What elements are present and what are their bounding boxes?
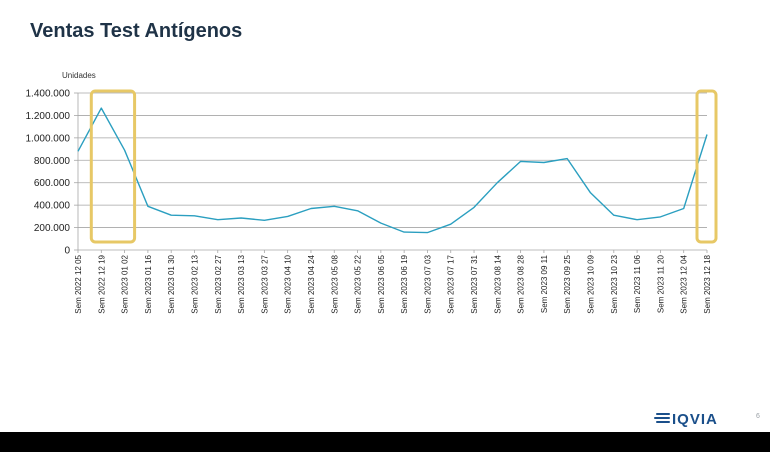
iqvia-logo-text: IQVIA [672,411,718,428]
x-tick-label: Sem 2023 11 06 [633,254,642,313]
x-tick-label: Sem 2022 12 05 [74,254,83,313]
slide-title: Ventas Test Antígenos [30,20,243,42]
x-tick-label: Sem 2023 09 11 [540,254,549,313]
x-tick-label: Sem 2022 12 19 [97,254,106,313]
x-tick-label: Sem 2023 12 04 [680,254,689,313]
x-tick-label: Sem 2023 08 14 [493,254,502,313]
x-tick-label: Sem 2023 07 03 [423,254,432,313]
x-tick-label: Sem 2023 03 27 [260,254,269,313]
series-line [77,107,708,234]
line-chart: Unidades 0 200.000 400.000 600.000 800.000 1.0… [26,71,718,314]
x-tick-label: Sem 2023 06 05 [377,254,386,313]
x-tick-label: Sem 2023 07 31 [470,254,479,313]
x-tick-label: Sem 2023 11 20 [656,254,665,313]
x-tick-label: Sem 2023 03 13 [237,254,246,313]
y-tick-label: 1.000.000 [26,133,71,144]
page-number: 6 [756,413,760,420]
y-tick-label: 600.000 [34,178,71,189]
x-tick-label: Sem 2023 06 19 [400,254,409,313]
y-tick-label: 800.000 [34,156,71,167]
x-tick-label: Sem 2023 10 23 [610,254,619,313]
y-tick-label: 1.200.000 [26,111,71,122]
x-tick-label: Sem 2023 04 10 [284,254,293,313]
x-tick-label: Sem 2023 12 18 [703,254,712,313]
iqvia-logo-mark [654,413,670,423]
x-tick-label: Sem 2023 02 13 [190,254,199,313]
x-tick-label: Sem 2023 01 02 [121,254,130,313]
x-tick-label: Sem 2023 01 16 [144,254,153,313]
y-tick-label: 200.000 [34,223,71,234]
iqvia-logo: IQVIA [654,411,718,428]
x-tick-label: Sem 2023 05 22 [354,254,363,313]
slide: Ventas Test Antígenos Unidades 0 200.000 40… [0,0,770,432]
x-tick-label: Sem 2023 05 08 [330,254,339,313]
highlight-box [89,89,137,244]
x-tick-label: Sem 2023 01 30 [167,254,176,313]
y-tick-label: 0 [64,246,70,257]
y-tick-label: 1.400.000 [26,89,71,100]
y-tick-label: 400.000 [34,201,71,212]
x-tick-label: Sem 2023 07 17 [447,254,456,313]
x-tick-label: Sem 2023 10 09 [587,254,596,313]
x-tick-label: Sem 2023 02 27 [214,254,223,313]
x-tick-label: Sem 2023 08 28 [517,254,526,313]
x-tick-label: Sem 2023 09 25 [563,254,572,313]
highlight-box [695,89,718,244]
x-tick-label: Sem 2023 04 24 [307,254,316,313]
y-axis-label: Unidades [62,71,96,80]
